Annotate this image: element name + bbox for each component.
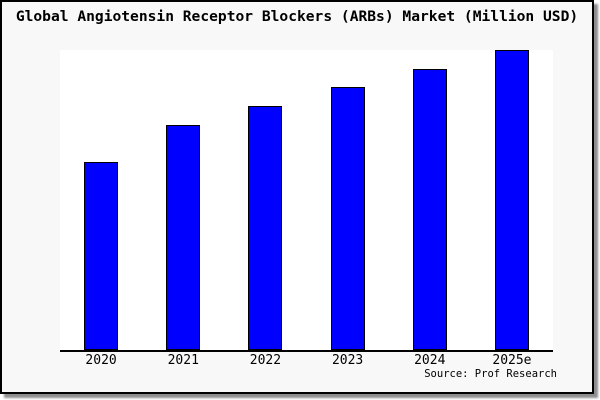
bar-slot bbox=[471, 50, 553, 350]
x-tick-label: 2021 bbox=[167, 353, 199, 368]
x-tick-label: 2024 bbox=[414, 353, 446, 368]
bar-slot bbox=[307, 50, 389, 350]
x-axis-labels: 2020 2021 2022 2023 2024 2025e bbox=[60, 354, 553, 368]
chart-figure: Global Angiotensin Receptor Blockers (AR… bbox=[0, 0, 594, 394]
bar-2021 bbox=[166, 125, 201, 350]
x-tick-label: 2023 bbox=[331, 353, 364, 368]
source-credit: Source: Prof Research bbox=[424, 368, 557, 380]
plot-area bbox=[60, 50, 553, 352]
x-tick-label: 2022 bbox=[249, 353, 282, 368]
chart-title: Global Angiotensin Receptor Blockers (AR… bbox=[15, 8, 579, 25]
x-tick-label: 2025e bbox=[492, 353, 532, 368]
bar-2025e bbox=[494, 50, 529, 350]
bar-2022 bbox=[248, 106, 283, 350]
bar-2023 bbox=[330, 86, 365, 350]
x-tick-label: 2020 bbox=[85, 353, 117, 368]
bars bbox=[60, 50, 553, 350]
bar-slot bbox=[389, 50, 471, 350]
bar-slot bbox=[142, 50, 224, 350]
bar-2020 bbox=[84, 161, 119, 350]
bar-slot bbox=[60, 50, 142, 350]
bar-2024 bbox=[412, 68, 447, 350]
bar-slot bbox=[224, 50, 306, 350]
